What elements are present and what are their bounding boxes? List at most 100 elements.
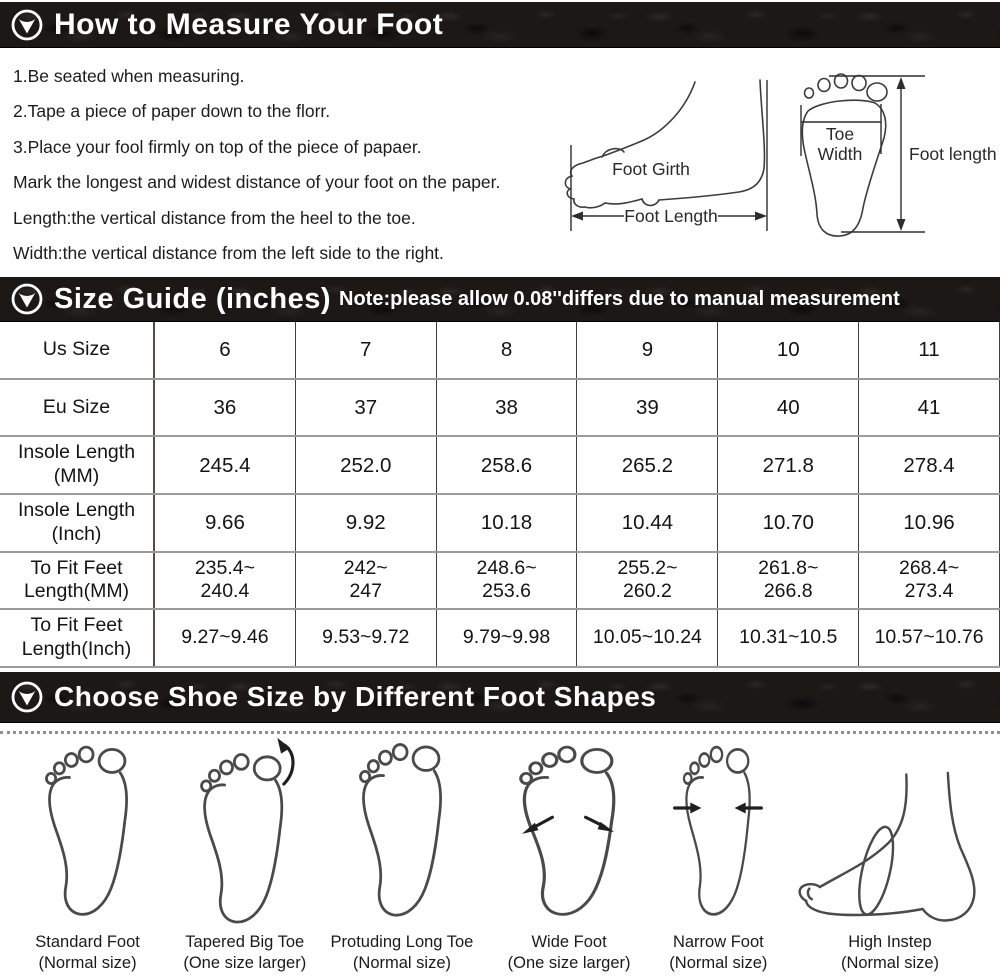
instruction-line-6: Width:the vertical distance from the lef… <box>13 243 444 264</box>
toe-width-label-line2: Width <box>818 144 863 164</box>
table-cell: 265.2 <box>577 437 719 493</box>
instruction-line-5: Length:the vertical distance from the he… <box>13 207 416 228</box>
row-header: Us Size <box>0 322 155 378</box>
table-cell: 252.0 <box>296 437 437 493</box>
foot-length-vertical-dimension <box>829 75 925 233</box>
figure-high-instep: High Instep (Normal size) <box>784 736 996 976</box>
table-cell: 10.31~10.5 <box>718 610 860 666</box>
foot-shape-name: Wide Foot <box>531 933 607 951</box>
figure-caption: Wide Foot (One size larger) <box>508 932 631 976</box>
size-table: Us Size 6 7 8 9 10 11 Eu Size 36 37 38 3… <box>0 322 1000 668</box>
table-cell: 10.57~10.76 <box>859 610 1000 666</box>
row-header: Insole Length (MM) <box>0 437 155 493</box>
table-cell: 41 <box>859 379 1000 436</box>
figure-caption: Standard Foot (Normal size) <box>35 932 140 976</box>
row-header: To Fit Feet Length(Inch) <box>0 610 155 666</box>
foot-shape-size: (Normal size) <box>669 954 768 972</box>
standard-foot-illustration <box>44 745 128 916</box>
instruction-line-1: 1.Be seated when measuring. <box>13 66 245 86</box>
section-header-measure: How to Measure Your Foot <box>0 2 1000 48</box>
figure-caption: Protuding Long Toe (Normal size) <box>331 932 474 976</box>
table-cell: 242~ 247 <box>296 552 437 609</box>
table-cell: 9.79~9.98 <box>437 610 578 666</box>
chevron-down-circle-icon <box>11 9 43 40</box>
figure-wide-foot: Wide Foot (One size larger) <box>486 736 653 976</box>
table-cell: 261.8~ 266.8 <box>718 552 860 609</box>
toe-width-label-line1: Toe <box>826 124 854 144</box>
measure-instructions-section: 1.Be seated when measuring. 2.Tape a pie… <box>0 48 1000 276</box>
table-cell: 36 <box>155 379 296 436</box>
narrow-foot-illustration <box>673 745 764 916</box>
measure-section-title: How to Measure Your Foot <box>54 7 444 41</box>
foot-measuring-diagram: Foot Girth Foot Length <box>564 73 997 237</box>
table-cell: 258.6 <box>437 437 578 493</box>
table-cell: 9.92 <box>296 495 437 551</box>
table-row-fit-mm: To Fit Feet Length(MM) 235.4~ 240.4 242~… <box>0 552 1000 611</box>
table-cell: 10.05~10.24 <box>577 610 719 666</box>
foot-shape-name: High Instep <box>848 933 932 951</box>
table-cell: 268.4~ 273.4 <box>859 552 1000 609</box>
foot-girth-label: Foot Girth <box>612 159 690 179</box>
toe-width-dimension <box>800 104 882 156</box>
instruction-line-3: 3.Place your fool firmly on top of the p… <box>13 136 422 157</box>
size-guide-title: Size Guide (inches) <box>54 282 331 315</box>
table-row-eu-size: Eu Size 36 37 38 39 40 41 <box>0 379 1000 438</box>
table-cell: 10.44 <box>577 495 719 551</box>
row-header: Insole Length (Inch) <box>0 495 155 551</box>
table-cell: 6 <box>155 322 296 378</box>
table-cell: 37 <box>296 379 437 436</box>
figure-caption: High Instep (Normal size) <box>841 932 939 976</box>
foot-length-vertical-label: Foot length <box>909 144 997 164</box>
foot-shape-size: (One size larger) <box>507 954 631 972</box>
table-cell: 248.6~ 253.6 <box>437 552 578 609</box>
top-foot-sketch <box>801 73 888 237</box>
table-cell: 245.4 <box>155 437 296 493</box>
foot-shape-name: Standard Foot <box>35 933 140 951</box>
table-cell: 39 <box>577 379 719 436</box>
wide-foot-illustration <box>519 745 616 916</box>
instruction-line-4: Mark the longest and widest distance of … <box>13 172 501 193</box>
tapered-big-toe-illustration <box>199 737 295 924</box>
table-cell: 7 <box>296 322 437 378</box>
table-cell: 9.53~9.72 <box>296 610 437 666</box>
foot-shape-name: Tapered Big Toe <box>185 933 305 951</box>
foot-shape-name: Narrow Foot <box>672 933 764 951</box>
table-cell: 10.18 <box>437 495 578 551</box>
table-row-insole-inch: Insole Length (Inch) 9.66 9.92 10.18 10.… <box>0 495 1000 553</box>
foot-shape-name: Protuding Long Toe <box>330 933 474 951</box>
figure-standard-foot: Standard Foot (Normal size) <box>4 736 171 976</box>
table-cell: 9.27~9.46 <box>155 610 296 666</box>
table-cell: 235.4~ 240.4 <box>155 552 296 609</box>
figure-narrow-foot: Narrow Foot (Normal size) <box>653 736 784 976</box>
figure-tapered-big-toe: Tapered Big Toe (One size larger) <box>171 736 318 976</box>
size-guide-note: Note:please allow 0.08''differs due to m… <box>339 287 900 310</box>
chevron-down-circle-icon <box>11 283 43 315</box>
foot-shapes-section: Standard Foot (Normal size) Tapered Big … <box>0 731 1000 980</box>
foot-shape-size: (Normal size) <box>352 954 451 972</box>
foot-shape-size: (One size larger) <box>183 954 307 972</box>
table-row-us-size: Us Size 6 7 8 9 10 11 <box>0 322 1000 380</box>
table-cell: 9 <box>577 322 719 378</box>
section-header-foot-shapes: Choose Shoe Size by Different Foot Shape… <box>0 672 1000 723</box>
table-cell: 271.8 <box>718 437 860 493</box>
foot-length-label: Foot Length <box>624 206 717 226</box>
table-cell: 10.96 <box>859 495 1000 551</box>
table-cell: 278.4 <box>859 437 1000 493</box>
table-cell: 40 <box>718 379 860 436</box>
protruding-long-toe-illustration <box>359 743 442 917</box>
table-cell: 8 <box>437 322 578 378</box>
section-header-size-guide: Size Guide (inches) Note:please allow 0.… <box>0 277 1000 322</box>
figure-protruding-long-toe: Protuding Long Toe (Normal size) <box>318 736 485 976</box>
foot-length-dimension <box>570 80 768 231</box>
table-cell: 38 <box>437 379 578 436</box>
foot-shapes-title: Choose Shoe Size by Different Foot Shape… <box>54 681 657 712</box>
table-cell: 9.66 <box>155 495 296 551</box>
foot-shape-size: (Normal size) <box>840 954 940 972</box>
high-instep-illustration <box>798 771 976 922</box>
row-header: Eu Size <box>0 379 155 436</box>
table-cell: 11 <box>859 322 1000 378</box>
foot-shape-size: (Normal size) <box>38 954 137 972</box>
instruction-list: 1.Be seated when measuring. 2.Tape a pie… <box>13 59 588 271</box>
side-foot-sketch <box>564 79 766 209</box>
